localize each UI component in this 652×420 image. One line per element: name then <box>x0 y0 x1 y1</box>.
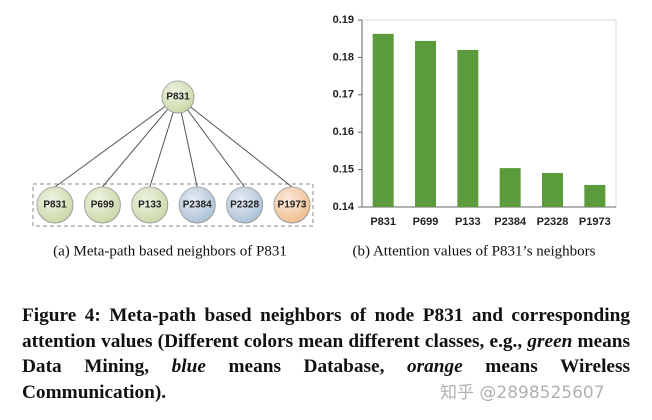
node-label: P133 <box>138 200 162 211</box>
bar <box>542 172 563 207</box>
bar <box>457 49 479 207</box>
caption-text: means Database, <box>205 356 407 377</box>
bar <box>415 40 436 207</box>
x-tick-label: P133 <box>455 216 481 228</box>
node-label: P2328 <box>230 200 259 211</box>
node-shine <box>37 187 73 223</box>
bar <box>372 33 394 208</box>
node-label: P831 <box>166 92 190 103</box>
caption-emphasis: blue <box>171 356 206 377</box>
node-shine <box>131 187 168 223</box>
figure-caption: Figure 4: Meta-path based neighbors of n… <box>22 303 630 405</box>
caption-text: Figure 4: Meta-path based neighbors of n… <box>22 305 630 352</box>
x-tick-label: P699 <box>413 216 439 228</box>
plot-frame <box>361 19 617 208</box>
y-tick-label: 0.19 <box>333 14 354 26</box>
bar <box>584 184 606 207</box>
caption-text: means Wireless Communication). <box>22 356 630 403</box>
x-tick-label: P1973 <box>579 216 611 228</box>
caption-emphasis: orange <box>407 356 463 377</box>
caption-emphasis: green <box>527 330 573 352</box>
node-shine <box>84 187 121 223</box>
node-label: P699 <box>91 200 115 211</box>
subcaption-b: (b) Attention values of P831’s neighbors <box>353 243 596 259</box>
edge <box>177 96 293 188</box>
node-label: P1973 <box>278 200 307 211</box>
watermark: 知乎 @2898525607 <box>440 383 605 403</box>
subcaption-a: (a) Meta-path based neighbors of P831 <box>53 243 287 259</box>
x-tick-label: P2384 <box>494 216 527 228</box>
edge <box>54 96 179 188</box>
node-shine <box>179 187 216 223</box>
neighbor-box <box>32 183 314 227</box>
y-tick-label: 0.17 <box>333 89 354 101</box>
node-shine <box>226 187 263 223</box>
node-label: P2384 <box>183 200 212 211</box>
node-shine <box>162 81 194 113</box>
y-tick-label: 0.18 <box>333 51 354 63</box>
y-tick-label: 0.14 <box>333 201 355 213</box>
node-shine <box>274 187 310 223</box>
edge <box>102 96 179 188</box>
figure: (a) Meta-path based neighbors of P831 (b… <box>32 14 617 259</box>
y-tick-label: 0.15 <box>333 164 354 176</box>
edge <box>177 96 246 188</box>
caption-text: means Data Mining, <box>22 330 631 378</box>
y-tick-label: 0.16 <box>333 126 354 138</box>
x-tick-label: P2328 <box>537 216 569 228</box>
bar <box>499 168 521 207</box>
x-tick-label: P831 <box>370 216 396 228</box>
node-label: P831 <box>43 200 67 211</box>
